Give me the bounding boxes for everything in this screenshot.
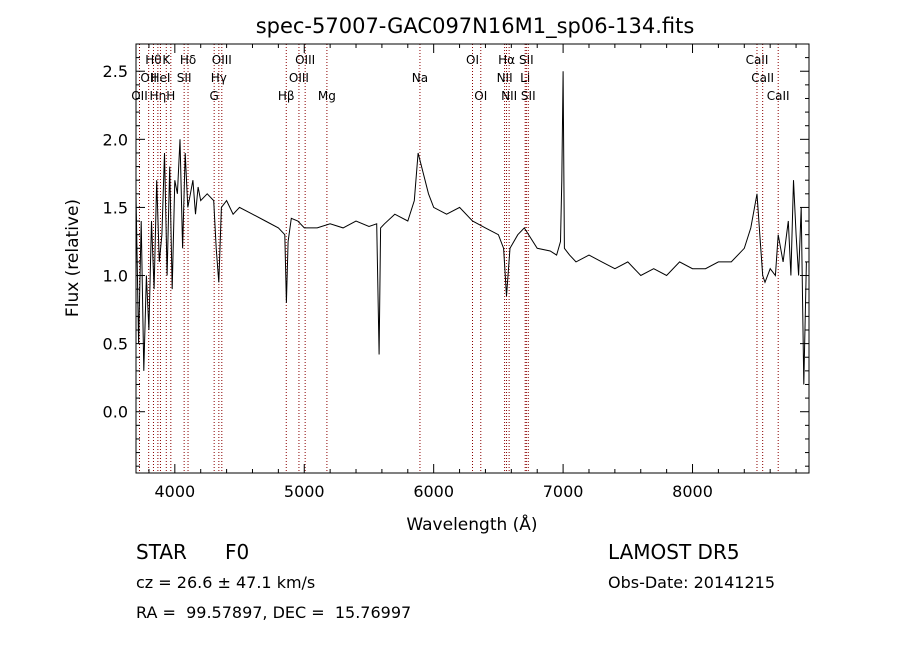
spectrum-plot — [135, 71, 807, 385]
line-label-11: OIII — [212, 53, 232, 67]
line-label-3: Hη — [150, 89, 167, 103]
line-label-26: CaII — [751, 71, 774, 85]
x-axis: 4000 5000 6000 7000 8000 — [148, 44, 797, 501]
line-label-20: Hα — [498, 53, 515, 67]
line-label-1: OII — [140, 71, 157, 85]
line-label-2: Hθ — [145, 53, 161, 67]
object-class: STAR F0 — [136, 540, 249, 564]
y-tick-label: 1.0 — [103, 267, 128, 286]
line-label-23: SII — [519, 53, 534, 67]
line-label-13: OIII — [289, 71, 309, 85]
class-value: STAR — [136, 540, 187, 564]
line-label-5: K — [162, 53, 171, 67]
line-label-4: HeI — [150, 71, 170, 85]
line-markers: OIIOIIHθHηHeIKHSIIHδGHγOIIIHβOIIIOIIIMgN… — [131, 44, 790, 473]
y-tick-label: 2.0 — [103, 130, 128, 149]
observation-date: Obs-Date: 20141215 — [608, 573, 776, 592]
line-label-9: G — [210, 89, 219, 103]
line-label-6: H — [166, 89, 175, 103]
line-label-21: NII — [501, 89, 517, 103]
survey-name: LAMOST DR5 — [608, 540, 740, 564]
y-tick-label: 0.5 — [103, 335, 128, 354]
line-label-24: SII — [521, 89, 536, 103]
x-tick-label: 7000 — [543, 482, 584, 501]
line-label-12: Hβ — [278, 89, 295, 103]
x-tick-label: 6000 — [413, 482, 454, 501]
line-label-16: Na — [412, 71, 428, 85]
plot-frame — [135, 43, 810, 474]
line-label-7: SII — [177, 71, 192, 85]
line-label-15: Mg — [318, 89, 336, 103]
chart-title: spec-57007-GAC097N16M1_sp06-134.fits — [256, 14, 695, 39]
y-tick-label: 2.5 — [103, 62, 128, 81]
line-label-8: Hδ — [180, 53, 196, 67]
line-label-27: CaII — [767, 89, 790, 103]
line-label-0: OII — [131, 89, 148, 103]
subclass-value: F0 — [224, 540, 250, 564]
redshift-velocity: cz = 26.6 ± 47.1 km/s — [136, 573, 316, 592]
line-label-22: Li — [520, 71, 530, 85]
coordinates: RA = 99.57897, DEC = 15.76997 — [136, 603, 412, 622]
x-tick-label: 8000 — [672, 482, 713, 501]
line-label-17: OI — [466, 53, 479, 67]
y-axis-label: Flux (relative) — [63, 199, 83, 317]
line-label-14: OIII — [295, 53, 315, 67]
line-label-10: Hγ — [211, 71, 227, 85]
line-label-19: NII — [497, 71, 513, 85]
spectrum-series-0 — [135, 71, 807, 385]
line-label-25: CaII — [746, 53, 769, 67]
y-axis: 0.0 0.5 1.0 1.5 2.0 2.5 — [103, 57, 809, 467]
x-axis-label: Wavelength (Å) — [406, 513, 537, 535]
x-tick-label: 5000 — [284, 482, 325, 501]
x-tick-label: 4000 — [154, 482, 195, 501]
y-tick-label: 0.0 — [103, 403, 128, 422]
y-tick-label: 1.5 — [103, 198, 128, 217]
line-label-18: OI — [474, 89, 487, 103]
